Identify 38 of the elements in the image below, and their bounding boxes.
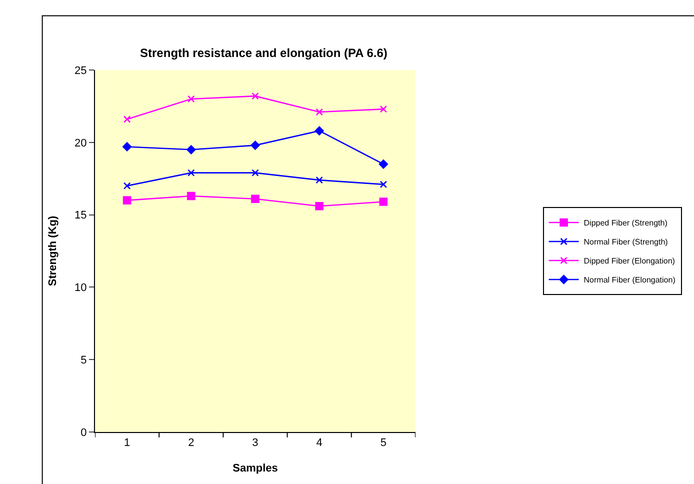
x-tick-label: 1 <box>124 437 130 450</box>
point <box>122 142 132 152</box>
x-axis-title: Samples <box>232 462 278 474</box>
legend-label: Normal Fiber (Strength) <box>584 238 668 247</box>
point <box>252 169 259 176</box>
legend-label: Dipped Fiber (Elongation) <box>584 256 676 266</box>
point <box>122 196 132 204</box>
point <box>316 176 323 184</box>
legend-label: Dipped Fiber (Strength) <box>584 218 668 228</box>
point <box>187 95 195 103</box>
y-tick-label: 0 <box>80 426 87 439</box>
y-tick-label: 15 <box>74 210 87 222</box>
y-tick-label: 20 <box>74 137 87 150</box>
point <box>315 202 324 210</box>
point <box>186 192 196 200</box>
point <box>123 182 131 190</box>
x-tick-label: 5 <box>380 437 386 450</box>
y-axis-title: Strength (Kg) <box>47 216 60 286</box>
legend-label: Normal Fiber (Elongation) <box>584 276 676 285</box>
point <box>251 194 260 204</box>
x-tick-label: 3 <box>252 437 258 450</box>
point <box>250 140 260 150</box>
point <box>187 169 195 176</box>
x-tick-label: 2 <box>188 437 194 450</box>
point <box>186 145 196 154</box>
point <box>380 180 388 188</box>
y-tick-label: 5 <box>80 354 87 366</box>
point <box>314 126 324 136</box>
point <box>316 108 323 116</box>
point <box>378 160 388 169</box>
y-tick-label: 25 <box>74 64 87 77</box>
point <box>380 105 388 113</box>
point <box>123 116 131 123</box>
y-tick-label: 10 <box>74 282 87 294</box>
point <box>379 198 388 206</box>
chart-title: Strength resistance and elongation (PA 6.6) <box>140 46 388 60</box>
x-tick-label: 4 <box>316 437 322 450</box>
point <box>252 92 259 100</box>
